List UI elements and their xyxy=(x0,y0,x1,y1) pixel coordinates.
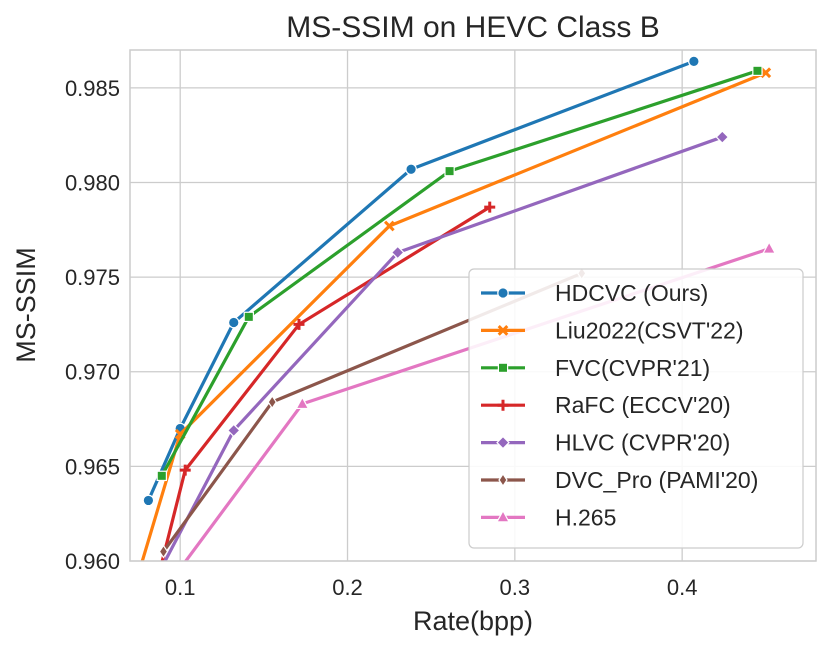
legend-item: RaFC (ECCV'20) xyxy=(481,392,731,418)
y-tick-label: 0.970 xyxy=(65,360,120,385)
series-line xyxy=(163,135,724,561)
data-point xyxy=(295,396,310,410)
legend-marker xyxy=(497,325,509,336)
data-point xyxy=(179,464,191,476)
data-point xyxy=(383,220,395,232)
legend-label: FVC(CVPR'21) xyxy=(555,355,710,381)
data-point xyxy=(226,423,241,438)
legend-box xyxy=(468,268,804,549)
data-point xyxy=(688,55,700,68)
data-point xyxy=(390,245,405,260)
legend-marker xyxy=(497,399,509,411)
legend-marker xyxy=(498,472,508,488)
legend-label: Liu2022(CSVT'22) xyxy=(555,317,744,343)
legend-marker xyxy=(495,509,511,523)
legend-item: DVC_Pro (PAMI'20) xyxy=(481,467,758,493)
data-point xyxy=(405,163,417,176)
x-tick-label: 0.4 xyxy=(667,575,698,600)
legend-item: Liu2022(CSVT'22) xyxy=(481,317,744,343)
x-axis-label: Rate(bpp) xyxy=(413,606,533,636)
x-tick-label: 0.2 xyxy=(332,575,363,600)
plot-series xyxy=(134,55,777,595)
data-point xyxy=(227,316,240,329)
legend-label: DVC_Pro (PAMI'20) xyxy=(555,467,758,493)
data-point xyxy=(180,560,181,561)
legend-marker xyxy=(497,362,509,374)
data-point xyxy=(150,584,161,595)
x-tick-label: 0.3 xyxy=(500,575,531,600)
series-2 xyxy=(156,65,763,482)
data-point xyxy=(762,240,777,254)
series-1 xyxy=(134,67,772,579)
legend-label: H.265 xyxy=(555,504,616,530)
x-tick-label: 0.1 xyxy=(165,575,196,600)
data-point xyxy=(293,318,305,330)
y-tick-label: 0.980 xyxy=(65,170,120,195)
data-point xyxy=(484,201,496,213)
data-point xyxy=(444,165,455,177)
legend-label: RaFC (ECCV'20) xyxy=(555,392,731,418)
legend-item: H.265 xyxy=(481,504,616,530)
legend-label: HDCVC (Ours) xyxy=(555,280,708,306)
y-tick-label: 0.985 xyxy=(65,76,120,101)
legend-item: FVC(CVPR'21) xyxy=(481,355,710,381)
data-point xyxy=(156,470,167,482)
y-tick-label: 0.960 xyxy=(65,549,120,574)
series-3 xyxy=(150,201,496,595)
legend-item: HLVC (CVPR'20) xyxy=(481,430,730,456)
legend: HDCVC (Ours) Liu2022(CSVT'22) FVC(CVPR'21)… xyxy=(468,268,804,549)
data-point xyxy=(243,311,254,323)
data-point xyxy=(267,394,277,410)
y-axis-label: MS-SSIM xyxy=(11,247,41,363)
legend-item: HDCVC (Ours) xyxy=(481,280,708,306)
data-point xyxy=(134,570,143,579)
series-0 xyxy=(142,55,700,507)
y-tick-label: 0.975 xyxy=(65,265,120,290)
series-line xyxy=(140,71,768,561)
tick-labels: 0.1 0.2 0.3 0.4 0.960 0.965 0.970 0.975 0.980 0.9… xyxy=(65,76,698,600)
series-line xyxy=(160,69,760,478)
data-point xyxy=(752,65,763,77)
legend-marker xyxy=(497,287,509,299)
series-line xyxy=(160,205,492,561)
data-point xyxy=(158,544,169,559)
data-point xyxy=(760,67,772,79)
series-4 xyxy=(163,130,730,561)
data-point xyxy=(142,494,155,507)
chart-title: MS-SSIM on HEVC Class B xyxy=(286,11,659,44)
plot-frame xyxy=(129,49,817,562)
y-tick-label: 0.965 xyxy=(65,454,120,479)
legend-label: HLVC (CVPR'20) xyxy=(555,430,730,456)
data-point xyxy=(715,130,730,144)
legend-marker xyxy=(496,435,510,450)
